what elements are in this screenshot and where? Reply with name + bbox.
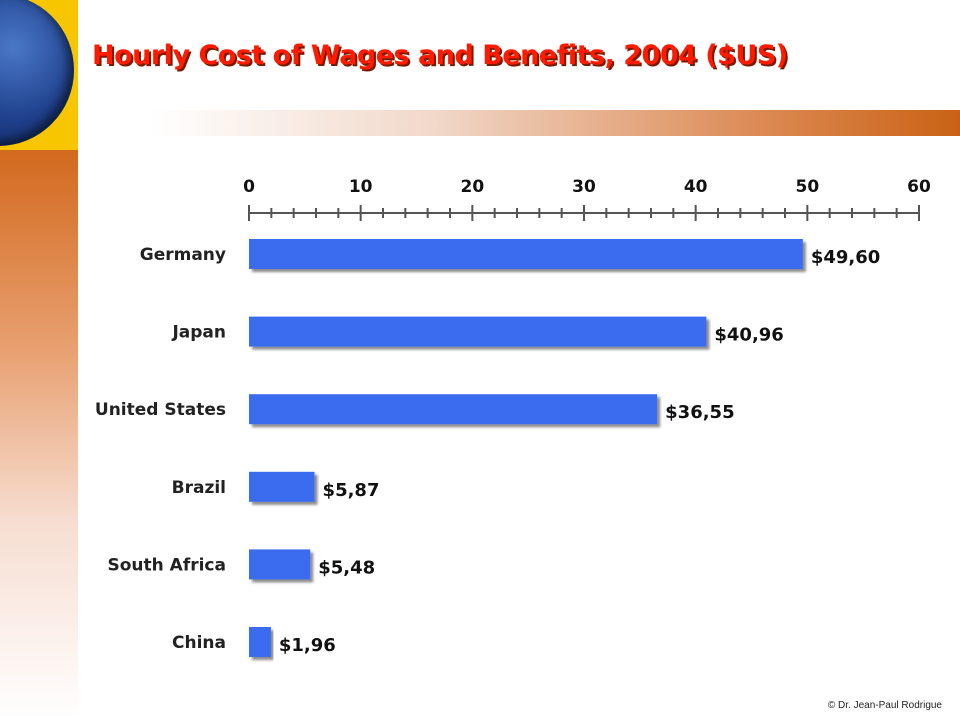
x-tick-label: 60 (907, 177, 931, 197)
decorative-left-strip (0, 150, 78, 720)
data-label: $5,87 (323, 480, 380, 501)
bar (249, 316, 707, 347)
data-label: $1,96 (279, 635, 336, 656)
category-label: South Africa (108, 555, 227, 575)
decorative-corner (0, 0, 78, 150)
category-label: China (172, 633, 226, 653)
bar (249, 471, 315, 502)
x-tick-label: 0 (243, 177, 255, 197)
bar (249, 239, 803, 269)
slide-title: Hourly Cost of Wages and Benefits, 2004 … (92, 40, 788, 71)
bar (249, 549, 311, 580)
bar (249, 394, 658, 425)
data-label: $49,60 (811, 247, 880, 268)
x-tick-label: 30 (572, 177, 596, 197)
category-label: Brazil (172, 478, 226, 498)
x-tick-label: 40 (684, 177, 708, 197)
category-label: United States (95, 400, 226, 420)
x-tick-label: 50 (795, 177, 819, 197)
decorative-title-bar (150, 110, 960, 136)
bar (249, 627, 271, 657)
x-tick-label: 20 (460, 177, 484, 197)
x-tick-label: 10 (349, 177, 373, 197)
copyright-text: © Dr. Jean-Paul Rodrigue (827, 700, 942, 711)
data-label: $40,96 (714, 325, 783, 346)
category-label: Germany (140, 245, 226, 265)
data-label: $36,55 (665, 402, 734, 423)
data-label: $5,48 (318, 557, 375, 578)
category-label: Japan (171, 323, 226, 343)
